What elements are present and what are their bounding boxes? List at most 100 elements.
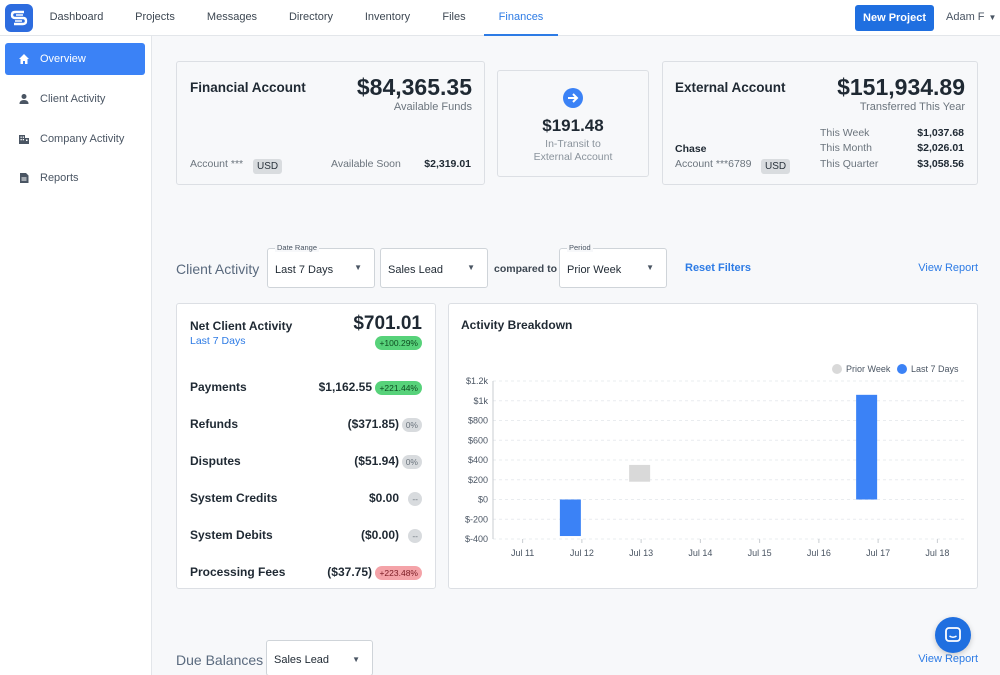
select-value: Prior Week	[567, 264, 622, 276]
building-icon	[19, 135, 29, 144]
app-logo-icon[interactable]	[5, 4, 33, 32]
activity-row-badge: --	[408, 492, 422, 506]
tab-finances[interactable]: Finances	[484, 0, 558, 36]
activity-row-label: Disputes	[190, 454, 241, 468]
period-select[interactable]: Period Prior Week ▼	[559, 243, 667, 288]
reset-filters-link[interactable]: Reset Filters	[685, 262, 752, 274]
x-tick-label: Jul 17	[866, 548, 890, 558]
card-subtitle: Last 7 Days	[190, 335, 246, 347]
activity-row-badge: +223.48%	[375, 566, 422, 580]
tab-files[interactable]: Files	[442, 11, 466, 23]
home-icon	[19, 54, 29, 64]
top-navigation-bar: Dashboard Projects Messages Directory In…	[0, 0, 1000, 36]
bar	[856, 394, 878, 500]
due-balances-lead-select[interactable]: Sales Lead ▼	[266, 640, 373, 675]
sidebar-item-company-activity[interactable]: Company Activity	[5, 123, 145, 155]
tab-projects[interactable]: Projects	[135, 11, 175, 23]
user-icon	[19, 94, 29, 104]
stat-value: $3,058.56	[917, 158, 964, 170]
legend-label: Prior Week	[846, 364, 891, 374]
transferred-amount: $151,934.89	[837, 74, 965, 100]
y-tick-label: $400	[468, 455, 488, 465]
activity-row-badge: +221.44%	[375, 381, 422, 395]
activity-row-value: ($0.00)	[360, 528, 399, 542]
document-icon	[20, 173, 29, 183]
account-number: Account ***6789	[675, 158, 752, 170]
activity-breakdown-card: Activity Breakdown $-400 $-200 $0 $200 $400 $…	[448, 303, 978, 589]
account-number: Account ***	[190, 158, 244, 170]
y-tick-label: $-200	[465, 514, 488, 524]
date-range-select[interactable]: Date Range Last 7 Days ▼	[267, 243, 375, 288]
card-title: External Account	[675, 80, 786, 95]
tab-inventory[interactable]: Inventory	[364, 11, 411, 23]
y-tick-label: $600	[468, 435, 488, 445]
activity-row-badge: 0%	[401, 455, 422, 469]
bank-name: Chase	[675, 143, 707, 155]
y-tick-label: $0	[478, 495, 488, 505]
activity-row-value: ($371.85)	[347, 417, 399, 431]
activity-row-label: System Debits	[190, 528, 273, 542]
sidebar-item-label: Company Activity	[40, 133, 125, 145]
activity-row-value: ($51.94)	[354, 454, 399, 468]
chart-title: Activity Breakdown	[461, 318, 573, 332]
available-soon-value: $2,319.01	[424, 158, 471, 170]
bar	[559, 499, 581, 537]
y-tick-label: $800	[468, 416, 488, 426]
view-report-link[interactable]: View Report	[918, 262, 978, 274]
activity-row-badge: 0%	[401, 418, 422, 432]
sidebar-item-reports[interactable]: Reports	[5, 162, 145, 194]
due-balances-view-report-link[interactable]: View Report	[918, 653, 978, 665]
net-client-activity-card: Net Client Activity Last 7 Days $701.01 …	[176, 303, 436, 589]
chevron-down-icon: ▼	[988, 13, 997, 22]
transferred-label: Transferred This Year	[859, 101, 965, 113]
activity-row-value: $1,162.55	[318, 380, 372, 394]
stat-label: This Month	[820, 142, 872, 154]
dropdown-arrow-icon: ▼	[352, 655, 360, 664]
external-account-card: External Account $151,934.89 Transferred…	[662, 61, 978, 185]
chat-support-button[interactable]	[935, 617, 971, 653]
legend-swatch	[832, 364, 842, 374]
legend-label: Last 7 Days	[911, 364, 959, 374]
select-value: Last 7 Days	[275, 264, 334, 276]
dropdown-arrow-icon: ▼	[467, 263, 475, 272]
legend-swatch	[897, 364, 907, 374]
select-caption: Period	[567, 243, 593, 252]
new-project-button[interactable]: New Project	[855, 5, 934, 31]
user-menu[interactable]: Adam F ▼	[946, 11, 996, 23]
activity-row-value: ($37.75)	[327, 565, 372, 579]
arrow-right-circle-icon	[563, 88, 583, 108]
tab-directory[interactable]: Directory	[288, 11, 333, 23]
activity-row-label: Payments	[190, 380, 247, 394]
tab-messages[interactable]: Messages	[206, 11, 258, 23]
y-tick-label: $1k	[473, 396, 488, 406]
x-tick-label: Jul 14	[688, 548, 712, 558]
x-tick-label: Jul 11	[511, 548, 534, 558]
tab-dashboard[interactable]: Dashboard	[49, 11, 104, 23]
net-change-badge: +100.29%	[375, 336, 422, 350]
user-name: Adam F	[946, 11, 985, 23]
sidebar-item-client-activity[interactable]: Client Activity	[5, 83, 145, 115]
card-title: Net Client Activity	[190, 319, 293, 333]
x-tick-label: Jul 18	[925, 548, 949, 558]
currency-badge: USD	[761, 156, 791, 174]
stat-value: $2,026.01	[917, 142, 964, 154]
available-soon-label: Available Soon	[331, 158, 401, 170]
sidebar-item-overview[interactable]: Overview	[5, 43, 145, 75]
sidebar: Overview Client Activity Company Activit…	[0, 36, 152, 675]
activity-row-label: Refunds	[190, 417, 238, 431]
x-tick-label: Jul 16	[807, 548, 831, 558]
select-caption: Date Range	[275, 243, 320, 252]
x-tick-label: Jul 13	[629, 548, 653, 558]
in-transit-destination: External Account	[533, 151, 613, 163]
stat-label: This Week	[820, 127, 870, 139]
client-activity-heading: Client Activity	[176, 261, 260, 277]
in-transit-card: $191.48 In-Transit to External Account	[497, 70, 649, 177]
sales-lead-select[interactable]: Sales Lead ▼	[380, 248, 488, 288]
y-tick-label: $1.2k	[466, 376, 489, 386]
dropdown-arrow-icon: ▼	[646, 263, 654, 272]
stat-label: This Quarter	[820, 158, 879, 170]
card-title: Financial Account	[190, 80, 306, 95]
currency-badge: USD	[253, 156, 283, 174]
compared-to-label: compared to	[494, 263, 558, 275]
available-funds-label: Available Funds	[393, 101, 472, 113]
